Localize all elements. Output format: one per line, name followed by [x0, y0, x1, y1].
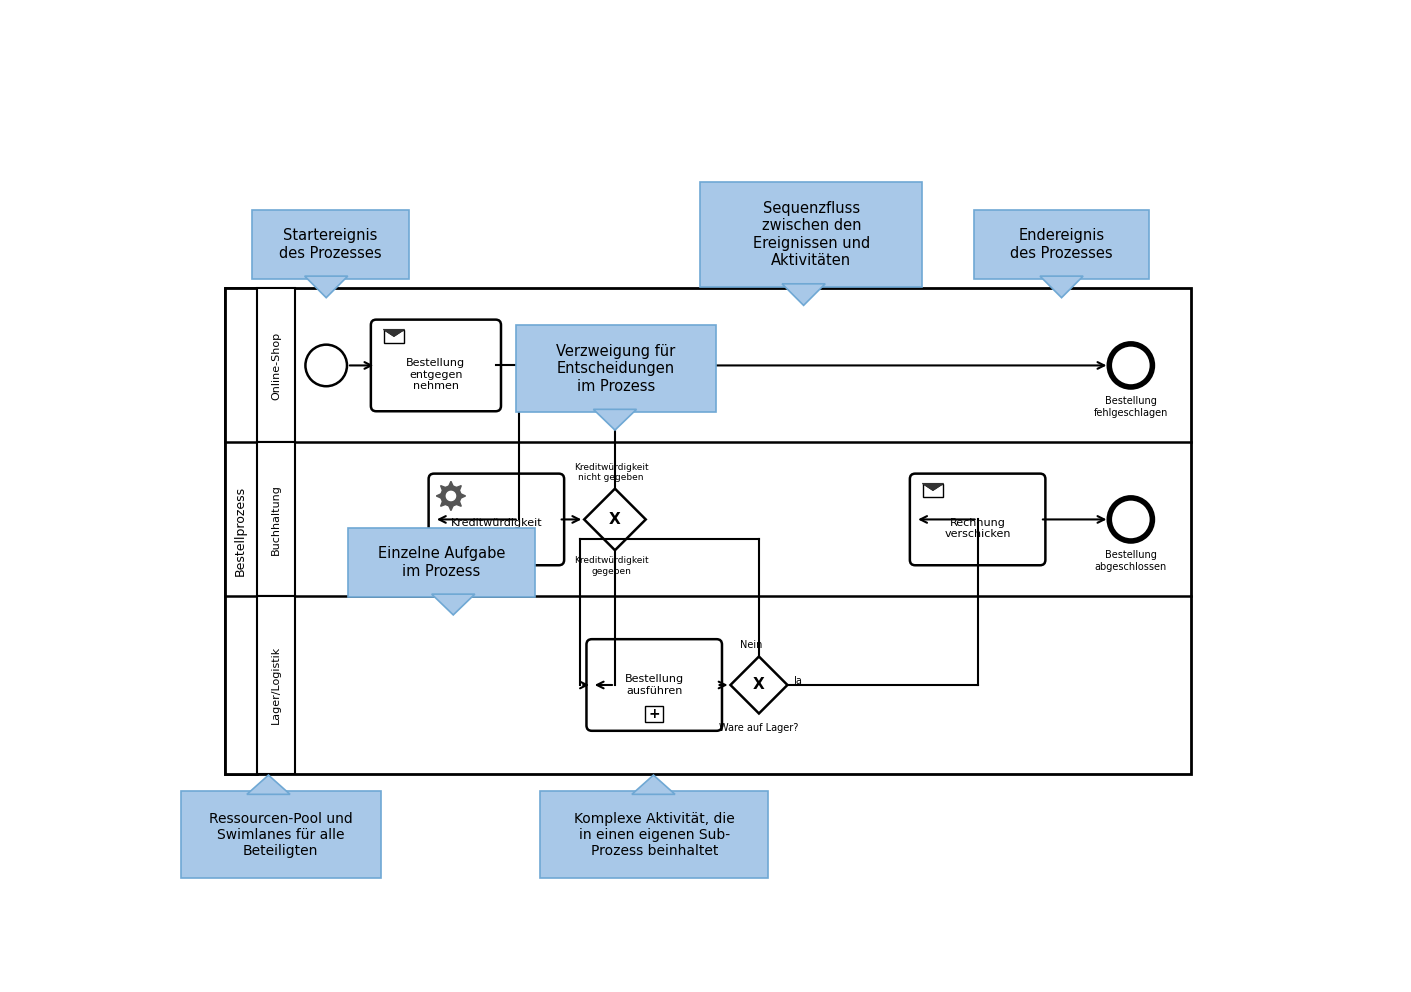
Polygon shape — [1040, 276, 1084, 298]
Polygon shape — [632, 775, 674, 795]
FancyBboxPatch shape — [700, 183, 923, 287]
FancyBboxPatch shape — [347, 528, 535, 597]
Text: Ja: Ja — [793, 677, 803, 686]
Text: Ware auf Lager?: Ware auf Lager? — [720, 723, 799, 733]
Polygon shape — [923, 484, 943, 490]
Text: Startereignis
des Prozesses: Startereignis des Prozesses — [279, 228, 382, 261]
FancyBboxPatch shape — [257, 442, 295, 596]
Text: X: X — [753, 678, 765, 692]
FancyBboxPatch shape — [384, 329, 404, 342]
Polygon shape — [440, 501, 446, 506]
FancyBboxPatch shape — [587, 639, 722, 731]
Polygon shape — [384, 329, 404, 336]
FancyBboxPatch shape — [224, 289, 1191, 774]
FancyBboxPatch shape — [645, 706, 663, 721]
Text: Bestellung
entgegen
nehmen: Bestellung entgegen nehmen — [406, 358, 466, 391]
Text: Ressourcen-Pool und
Swimlanes für alle
Beteiligten: Ressourcen-Pool und Swimlanes für alle B… — [209, 811, 353, 858]
FancyBboxPatch shape — [974, 210, 1150, 279]
Polygon shape — [436, 494, 442, 498]
Polygon shape — [449, 481, 453, 486]
Text: Kreditwürdigkeit
gegeben: Kreditwürdigkeit gegeben — [574, 557, 649, 575]
Text: Verzweigung für
Entscheidungen
im Prozess: Verzweigung für Entscheidungen im Prozes… — [556, 344, 676, 394]
Text: Komplexe Aktivität, die
in einen eigenen Sub-
Prozess beinhaltet: Komplexe Aktivität, die in einen eigenen… — [574, 811, 735, 858]
FancyBboxPatch shape — [224, 289, 257, 774]
FancyBboxPatch shape — [253, 210, 409, 279]
Polygon shape — [440, 486, 446, 491]
Text: Kreditwürdigkeit
nicht gegeben: Kreditwürdigkeit nicht gegeben — [574, 463, 649, 482]
Polygon shape — [432, 594, 476, 615]
Polygon shape — [731, 657, 787, 713]
FancyBboxPatch shape — [371, 319, 501, 412]
Polygon shape — [782, 284, 825, 306]
Polygon shape — [449, 506, 453, 511]
Text: Sequenzfluss
zwischen den
Ereignissen und
Aktivitäten: Sequenzfluss zwischen den Ereignissen un… — [752, 201, 871, 268]
FancyBboxPatch shape — [257, 596, 295, 774]
Text: Nein: Nein — [739, 641, 762, 651]
Polygon shape — [247, 775, 291, 795]
Text: Bestellung
ausführen: Bestellung ausführen — [625, 675, 684, 695]
Text: Bestellung
fehlgeschlagen: Bestellung fehlgeschlagen — [1094, 396, 1168, 418]
FancyBboxPatch shape — [540, 792, 768, 878]
Polygon shape — [461, 494, 466, 498]
FancyBboxPatch shape — [181, 792, 381, 878]
Text: Endereignis
des Prozesses: Endereignis des Prozesses — [1010, 228, 1113, 261]
FancyBboxPatch shape — [257, 289, 295, 442]
FancyBboxPatch shape — [910, 473, 1046, 565]
Text: Online-Shop: Online-Shop — [271, 331, 281, 400]
Polygon shape — [584, 489, 646, 551]
Text: Bestellprozess: Bestellprozess — [234, 486, 247, 576]
FancyBboxPatch shape — [515, 325, 715, 413]
Polygon shape — [446, 491, 456, 501]
Polygon shape — [456, 486, 461, 491]
FancyBboxPatch shape — [923, 484, 943, 497]
Text: Buchhaltung: Buchhaltung — [271, 484, 281, 555]
Text: Kreditwürdigkeit
prüfen: Kreditwürdigkeit prüfen — [450, 518, 542, 540]
Text: X: X — [610, 512, 621, 527]
Text: +: + — [649, 707, 660, 721]
Text: Einzelne Aufgabe
im Prozess: Einzelne Aufgabe im Prozess — [378, 547, 505, 578]
Polygon shape — [440, 486, 461, 506]
Polygon shape — [305, 276, 347, 298]
FancyBboxPatch shape — [429, 473, 564, 565]
Polygon shape — [456, 501, 461, 506]
Polygon shape — [594, 410, 636, 431]
Text: Bestellung
abgeschlossen: Bestellung abgeschlossen — [1095, 551, 1167, 571]
Text: Rechnung
verschicken: Rechnung verschicken — [944, 518, 1010, 540]
Text: Lager/Logistik: Lager/Logistik — [271, 646, 281, 724]
